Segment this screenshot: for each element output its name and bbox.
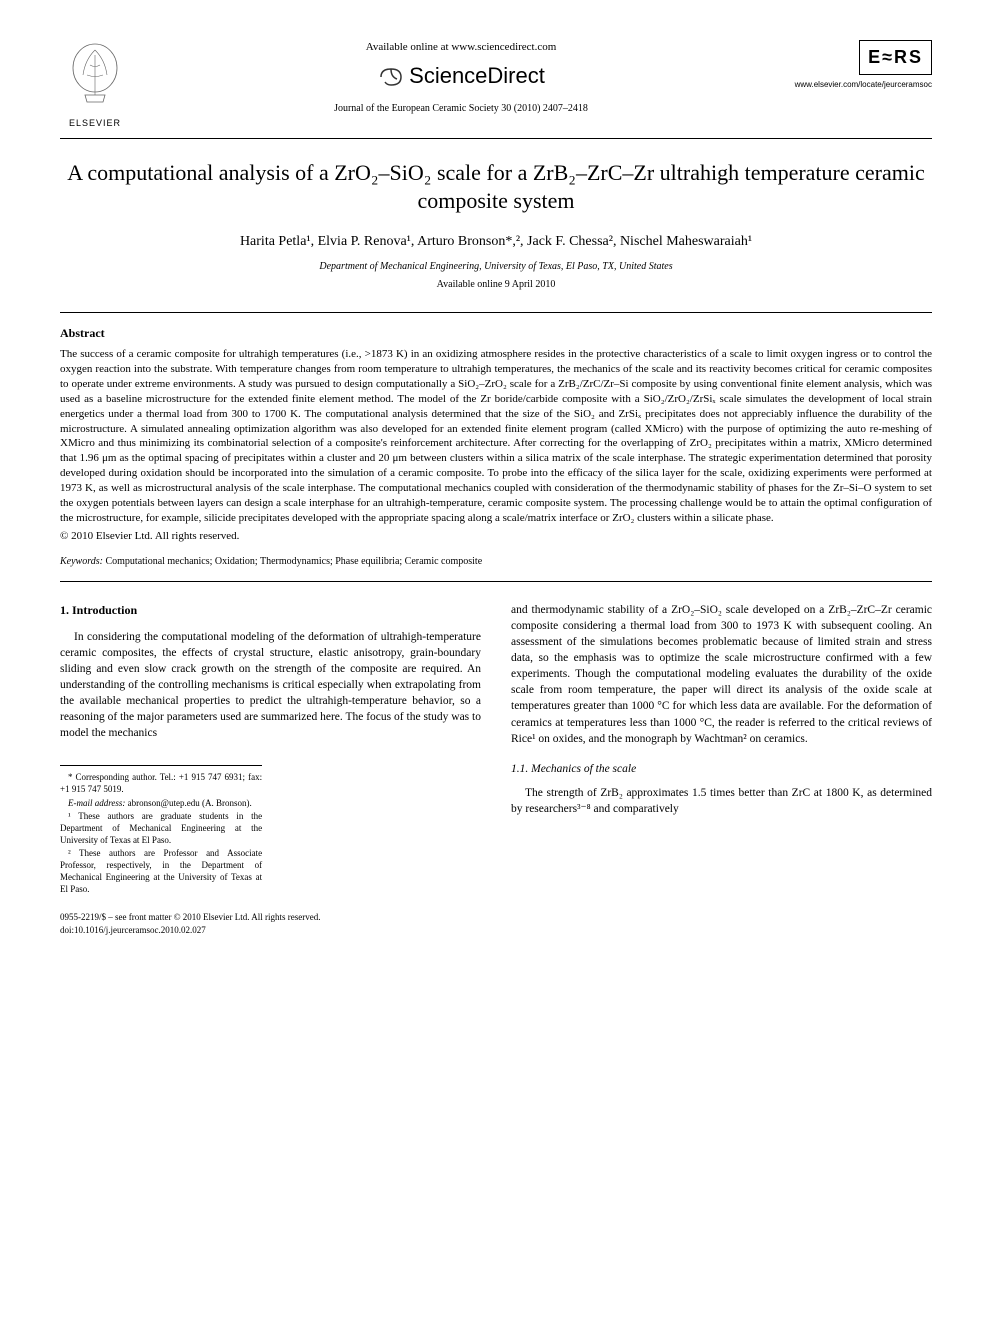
section-1-1-para: The strength of ZrB₂ approximates 1.5 ti… — [511, 785, 932, 817]
body-columns: 1. Introduction In considering the compu… — [60, 602, 932, 897]
footnote-2: ² These authors are Professor and Associ… — [60, 848, 262, 895]
right-column: and thermodynamic stability of a ZrO₂–Si… — [511, 602, 932, 897]
ecers-logo: E≈RS — [859, 40, 932, 75]
email-label: E-mail address: — [68, 798, 125, 808]
section-1-heading: 1. Introduction — [60, 602, 481, 619]
left-column: 1. Introduction In considering the compu… — [60, 602, 481, 897]
elsevier-logo: ELSEVIER — [60, 40, 130, 130]
abstract-top-rule — [60, 312, 932, 313]
keywords-label: Keywords: — [60, 556, 103, 567]
abstract-bottom-rule — [60, 581, 932, 582]
publication-date: Available online 9 April 2010 — [60, 278, 932, 292]
sciencedirect-logo: ScienceDirect — [130, 61, 792, 92]
footnote-corresponding: * Corresponding author. Tel.: +1 915 747… — [60, 772, 262, 795]
abstract-body: The success of a ceramic composite for u… — [60, 347, 932, 525]
sciencedirect-icon — [377, 63, 405, 91]
abstract-copyright: © 2010 Elsevier Ltd. All rights reserved… — [60, 529, 932, 544]
abstract-heading: Abstract — [60, 325, 932, 342]
journal-reference: Journal of the European Ceramic Society … — [130, 102, 792, 116]
intro-para-1: In considering the computational modelin… — [60, 629, 481, 742]
journal-url: www.elsevier.com/locate/jeurceramsoc — [792, 79, 932, 90]
journal-logo-block: E≈RS www.elsevier.com/locate/jeurceramso… — [792, 40, 932, 90]
footnote-email: E-mail address: abronson@utep.edu (A. Br… — [60, 798, 262, 810]
keywords-values: Computational mechanics; Oxidation; Ther… — [103, 556, 482, 567]
elsevier-label: ELSEVIER — [60, 117, 130, 130]
elsevier-tree-icon — [65, 40, 125, 110]
section-1-1-heading: 1.1. Mechanics of the scale — [511, 761, 932, 777]
intro-para-2: and thermodynamic stability of a ZrO₂–Si… — [511, 602, 932, 747]
article-title: A computational analysis of a ZrO₂–SiO₂ … — [60, 159, 932, 216]
email-address: abronson@utep.edu (A. Bronson). — [125, 798, 251, 808]
footer-doi: doi:10.1016/j.jeurceramsoc.2010.02.027 — [60, 924, 932, 937]
header-center: Available online at www.sciencedirect.co… — [130, 40, 792, 116]
header-region: ELSEVIER Available online at www.science… — [60, 40, 932, 130]
ecers-text: E≈RS — [868, 47, 923, 67]
affiliation: Department of Mechanical Engineering, Un… — [60, 260, 932, 274]
keywords-line: Keywords: Computational mechanics; Oxida… — [60, 555, 932, 569]
header-divider — [60, 138, 932, 139]
footer-copyright: 0955-2219/$ – see front matter © 2010 El… — [60, 911, 932, 924]
footnote-1: ¹ These authors are graduate students in… — [60, 811, 262, 846]
available-online-text: Available online at www.sciencedirect.co… — [130, 40, 792, 55]
sciencedirect-text: ScienceDirect — [409, 61, 545, 92]
author-list: Harita Petla¹, Elvia P. Renova¹, Arturo … — [60, 232, 932, 252]
footer-block: 0955-2219/$ – see front matter © 2010 El… — [60, 911, 932, 936]
footnotes-block: * Corresponding author. Tel.: +1 915 747… — [60, 765, 262, 895]
